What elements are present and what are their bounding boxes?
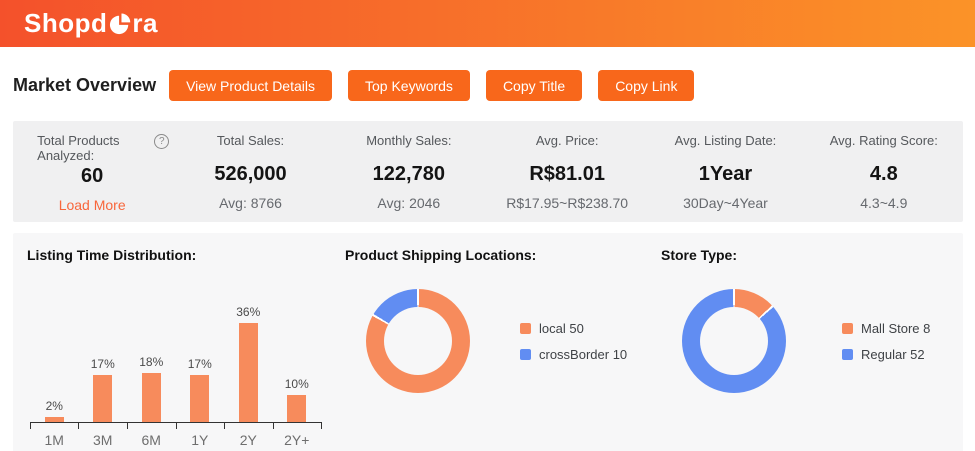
stat-sub: 30Day~4Year	[683, 195, 768, 211]
stat-sub: 4.3~4.9	[860, 195, 908, 211]
summary-stats-panel: Total Products Analyzed: ? 60 Load More …	[13, 121, 963, 222]
chart-title: Product Shipping Locations:	[345, 247, 537, 263]
axis-tick	[175, 422, 177, 429]
product-shipping-locations-chart: Product Shipping Locations: local 50 cros…	[331, 233, 647, 451]
bar-value-label: 17%	[90, 357, 115, 372]
axis-tick	[272, 422, 274, 429]
toolbar: Market Overview View Product Details Top…	[0, 47, 975, 101]
bar-value-label: 36%	[236, 305, 261, 319]
stat-value: 526,000	[214, 163, 287, 185]
donut-wrap: Mall Store 8 Regular 52	[661, 289, 963, 393]
bar	[141, 372, 161, 422]
stat-value: 1Year	[698, 163, 753, 185]
axis-tick	[126, 422, 128, 429]
bar-column-6M: 18%	[127, 354, 176, 422]
legend-item-Regular[interactable]: Regular 52	[842, 347, 930, 362]
legend-item-Mall Store[interactable]: Mall Store 8	[842, 321, 930, 336]
bar	[238, 323, 258, 422]
store-type-legend: Mall Store 8 Regular 52	[842, 321, 930, 362]
bar-x-axis-labels: 1M 3M 6M 1Y 2Y 2Y+	[30, 432, 321, 448]
donut-hole	[700, 307, 768, 375]
bar	[287, 394, 307, 422]
store-type-donut	[682, 289, 786, 393]
x-axis-label: 2Y+	[284, 432, 310, 448]
x-axis-label: 1Y	[191, 432, 209, 448]
stat-label: Monthly Sales:	[366, 133, 452, 148]
chart-title: Listing Time Distribution:	[27, 247, 197, 263]
legend-label: local 50	[539, 320, 584, 336]
x-axis-label: 3M	[93, 432, 113, 448]
legend-swatch	[842, 322, 853, 334]
listing-time-distribution-chart: Listing Time Distribution: 2% 17% 18% 17% 36…	[13, 233, 331, 451]
logo-text-suffix: ra	[132, 8, 158, 38]
legend-label: Mall Store 8	[861, 320, 931, 336]
bar-plot-area: 2% 17% 18% 17% 36% 10%	[30, 277, 322, 429]
axis-tick	[30, 422, 31, 429]
pie-chart-logo-icon	[107, 13, 132, 35]
legend-swatch	[520, 348, 531, 360]
x-axis-label: 1M	[44, 432, 64, 448]
donut-hole	[384, 307, 452, 375]
stat-total-products: Total Products Analyzed: ? 60 Load More	[13, 121, 171, 222]
stat-label: Total Sales:	[216, 133, 285, 148]
axis-tick	[78, 422, 80, 429]
bar-column-1Y: 17%	[176, 357, 225, 422]
store-type-chart: Store Type: Mall Store 8 Regular 52	[647, 233, 963, 451]
page-title: Market Overview	[13, 75, 157, 95]
bar	[190, 375, 210, 422]
chart-title: Store Type:	[661, 247, 737, 263]
stat-value: 122,780	[372, 163, 445, 185]
donut-wrap: local 50 crossBorder 10	[345, 289, 647, 393]
stat-value: 60	[81, 165, 104, 187]
shipping-locations-legend: local 50 crossBorder 10	[520, 321, 627, 362]
stat-sub: Avg: 2046	[377, 195, 441, 211]
axis-tick	[321, 422, 322, 429]
bar-value-label: 17%	[187, 357, 212, 372]
bar	[44, 416, 64, 422]
legend-label: crossBorder 10	[539, 346, 628, 362]
stat-avg-price: Avg. Price: R$81.01 R$17.95~R$238.70	[488, 121, 646, 222]
app-header: Shopd ra	[0, 0, 975, 47]
stat-sub: R$17.95~R$238.70	[506, 195, 629, 211]
legend-item-local[interactable]: local 50	[520, 321, 627, 336]
bar-value-label: 10%	[284, 376, 309, 391]
stat-value: R$81.01	[529, 163, 605, 185]
legend-label: Regular 52	[861, 346, 925, 362]
top-keywords-button[interactable]: Top Keywords	[348, 70, 470, 101]
load-more-link[interactable]: Load More	[58, 197, 126, 213]
stat-label: Avg. Price:	[535, 133, 599, 148]
stat-value: 4.8	[869, 163, 898, 185]
x-axis-label: 6M	[141, 432, 161, 448]
help-icon[interactable]: ?	[154, 134, 170, 149]
bar-column-3M: 17%	[79, 357, 128, 422]
x-axis-label: 2Y	[239, 432, 257, 448]
copy-title-button[interactable]: Copy Title	[485, 70, 583, 101]
legend-swatch	[520, 322, 531, 334]
legend-swatch	[842, 348, 853, 360]
bar-column-2Y+: 10%	[273, 376, 322, 422]
bar-value-label: 2%	[45, 398, 63, 413]
bar-column-2Y: 36%	[224, 305, 273, 422]
stat-monthly-sales: Monthly Sales: 122,780 Avg: 2046	[330, 121, 488, 222]
charts-panel: Listing Time Distribution: 2% 17% 18% 17% 36…	[13, 233, 963, 451]
stat-avg-listing-date: Avg. Listing Date: 1Year 30Day~4Year	[646, 121, 804, 222]
legend-item-crossBorder[interactable]: crossBorder 10	[520, 347, 627, 362]
app-logo[interactable]: Shopd ra	[24, 8, 158, 39]
bar-value-label: 18%	[139, 354, 164, 369]
logo-text-prefix: Shopd	[24, 8, 108, 38]
bar	[93, 375, 113, 422]
shipping-locations-donut	[366, 289, 470, 393]
copy-link-button[interactable]: Copy Link	[598, 70, 695, 101]
stat-label: Avg. Rating Score:	[829, 133, 938, 148]
bar-column-1M: 2%	[30, 398, 79, 422]
stat-avg-rating: Avg. Rating Score: 4.8 4.3~4.9	[805, 121, 963, 222]
view-product-details-button[interactable]: View Product Details	[169, 70, 332, 101]
stat-total-sales: Total Sales: 526,000 Avg: 8766	[171, 121, 329, 222]
stat-label: Avg. Listing Date:	[674, 133, 777, 148]
stat-sub: Avg: 8766	[219, 195, 282, 211]
axis-tick	[223, 422, 225, 429]
stat-label: Total Products Analyzed:	[37, 133, 120, 163]
